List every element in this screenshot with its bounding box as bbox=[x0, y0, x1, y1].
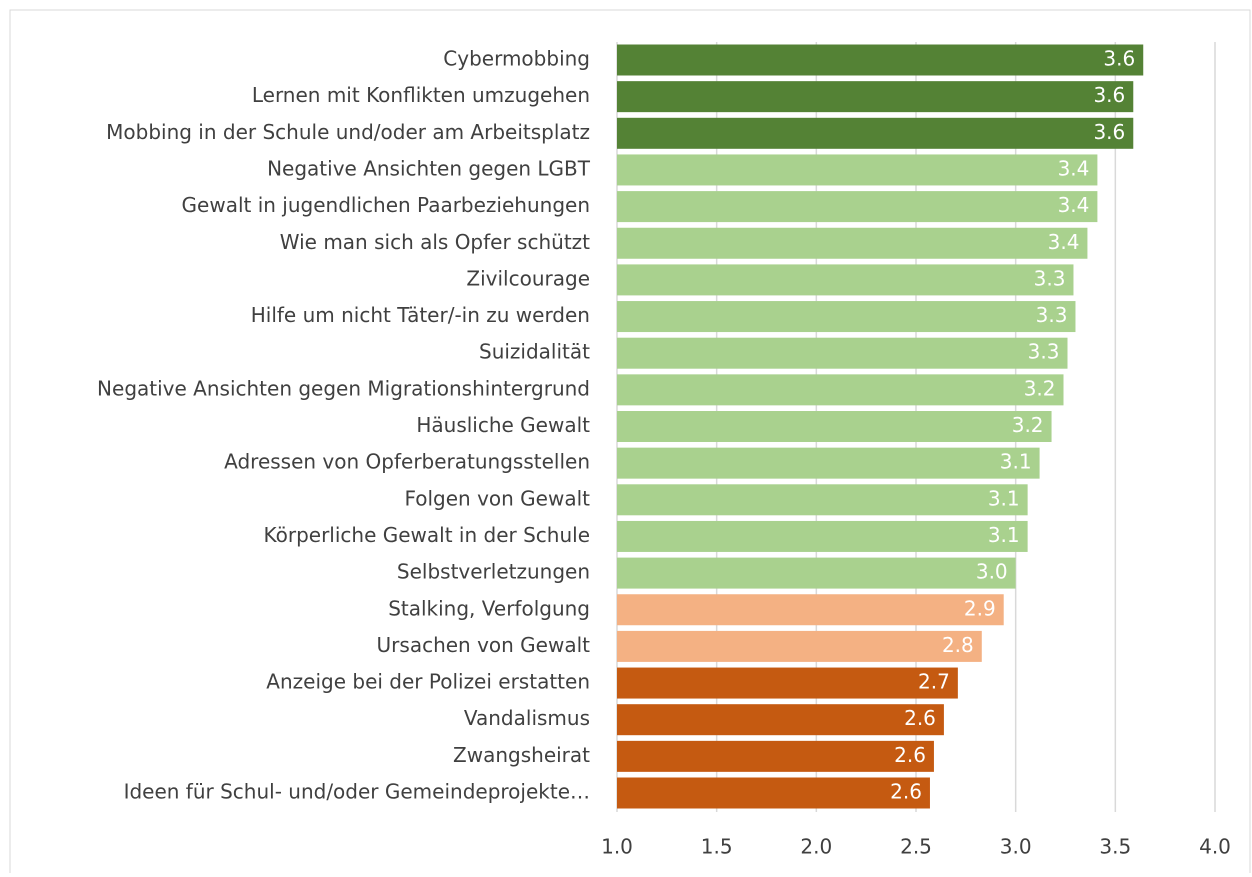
value-label: 3.1 bbox=[1000, 450, 1032, 474]
value-label: 3.3 bbox=[1034, 266, 1066, 290]
bar bbox=[617, 301, 1076, 333]
bar bbox=[617, 740, 934, 772]
y-tick-label: Negative Ansichten gegen LGBT bbox=[267, 156, 591, 180]
bar bbox=[617, 227, 1088, 259]
value-label: 3.0 bbox=[976, 560, 1008, 584]
y-tick-label: Gewalt in jugendlichen Paarbeziehungen bbox=[182, 193, 590, 217]
value-label: 3.3 bbox=[1028, 340, 1060, 364]
x-tick-label: 1.5 bbox=[701, 835, 733, 859]
bar bbox=[617, 44, 1144, 76]
bar bbox=[617, 557, 1016, 589]
y-tick-label: Ursachen von Gewalt bbox=[377, 633, 591, 657]
y-tick-label: Folgen von Gewalt bbox=[404, 486, 590, 510]
value-label: 3.6 bbox=[1093, 120, 1125, 144]
y-tick-label: Wie man sich als Opfer schützt bbox=[280, 230, 590, 254]
x-tick-label: 2.5 bbox=[900, 835, 932, 859]
bar bbox=[617, 520, 1028, 552]
bar bbox=[617, 447, 1040, 479]
bar bbox=[617, 630, 982, 662]
value-label: 3.6 bbox=[1093, 83, 1125, 107]
value-label: 2.6 bbox=[894, 743, 926, 767]
value-label: 3.4 bbox=[1058, 156, 1090, 180]
bar bbox=[617, 154, 1098, 186]
x-tick-label: 3.0 bbox=[1000, 835, 1032, 859]
x-tick-label: 3.5 bbox=[1099, 835, 1131, 859]
y-tick-label: Zwangsheirat bbox=[453, 743, 590, 767]
y-tick-label: Cybermobbing bbox=[443, 47, 590, 71]
bar bbox=[617, 667, 958, 699]
bar bbox=[617, 191, 1098, 223]
value-label: 3.1 bbox=[988, 523, 1020, 547]
x-tick-label: 2.0 bbox=[800, 835, 832, 859]
bar bbox=[617, 777, 930, 809]
y-tick-label: Stalking, Verfolgung bbox=[388, 596, 590, 620]
y-tick-label: Anzeige bei der Polizei erstatten bbox=[266, 670, 590, 694]
y-tick-label: Häusliche Gewalt bbox=[416, 413, 590, 437]
y-tick-label: Suizidalität bbox=[479, 340, 590, 364]
y-tick-label: Lernen mit Konflikten umzugehen bbox=[252, 83, 590, 107]
frame bbox=[9, 9, 1251, 877]
value-label: 2.6 bbox=[904, 706, 936, 730]
value-label: 3.6 bbox=[1103, 47, 1135, 71]
value-label: 2.6 bbox=[890, 780, 922, 804]
y-tick-label: Selbstverletzungen bbox=[397, 560, 590, 584]
value-label: 3.1 bbox=[988, 486, 1020, 510]
value-label: 2.8 bbox=[942, 633, 974, 657]
value-label: 2.9 bbox=[964, 596, 996, 620]
value-label: 3.3 bbox=[1036, 303, 1068, 327]
y-tick-label: Zivilcourage bbox=[466, 266, 590, 290]
y-tick-label: Adressen von Opferberatungsstellen bbox=[224, 450, 590, 474]
bar bbox=[617, 704, 944, 736]
bar bbox=[617, 594, 1004, 626]
bar bbox=[617, 374, 1064, 406]
value-label: 3.4 bbox=[1058, 193, 1090, 217]
x-tick-label: 1.0 bbox=[601, 835, 633, 859]
value-label: 3.4 bbox=[1048, 230, 1080, 254]
value-label: 3.2 bbox=[1012, 413, 1044, 437]
x-tick-label: 4.0 bbox=[1199, 835, 1231, 859]
bar bbox=[617, 411, 1052, 442]
value-label: 2.7 bbox=[918, 670, 950, 694]
y-tick-label: Vandalismus bbox=[464, 706, 590, 730]
value-label: 3.2 bbox=[1024, 376, 1056, 400]
bar bbox=[617, 81, 1134, 113]
y-tick-label: Mobbing in der Schule und/oder am Arbeit… bbox=[106, 120, 590, 144]
bar bbox=[617, 484, 1028, 516]
bar bbox=[617, 337, 1068, 369]
y-tick-label: Hilfe um nicht Täter/-in zu werden bbox=[251, 303, 590, 327]
y-tick-label: Ideen für Schul- und/oder Gemeindeprojek… bbox=[124, 780, 590, 804]
y-tick-label: Körperliche Gewalt in der Schule bbox=[264, 523, 591, 547]
bar bbox=[617, 264, 1074, 296]
y-tick-label: Negative Ansichten gegen Migrationshinte… bbox=[97, 376, 590, 400]
bar bbox=[617, 117, 1134, 149]
